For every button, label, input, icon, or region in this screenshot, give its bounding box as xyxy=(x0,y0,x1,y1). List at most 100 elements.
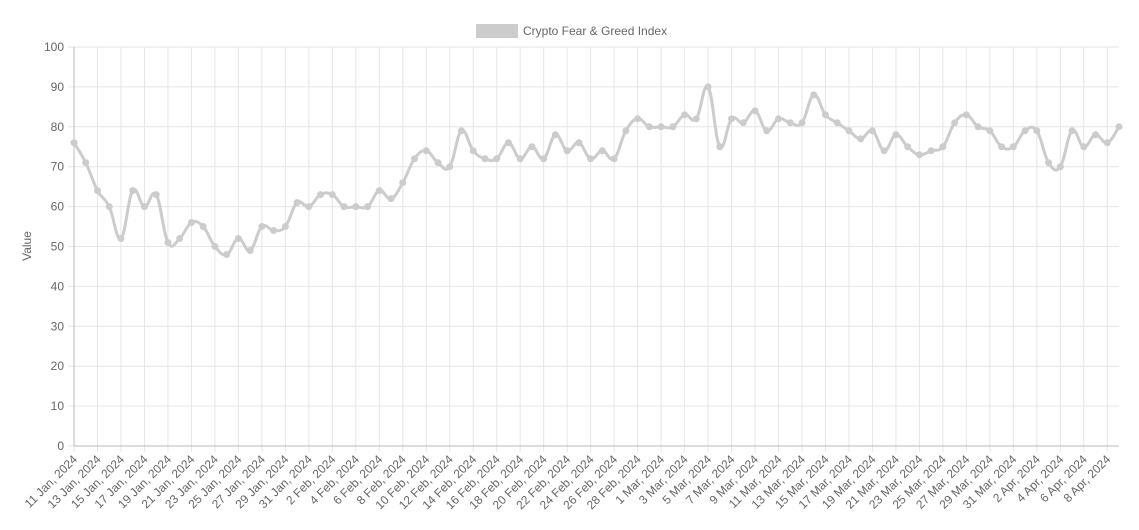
data-point[interactable] xyxy=(270,227,278,235)
data-point[interactable] xyxy=(716,143,724,151)
data-point[interactable] xyxy=(528,143,536,151)
data-point[interactable] xyxy=(634,115,642,123)
data-point[interactable] xyxy=(1021,127,1029,135)
y-tick-label: 10 xyxy=(51,399,65,413)
data-point[interactable] xyxy=(1033,127,1041,135)
data-point[interactable] xyxy=(469,147,477,155)
data-point[interactable] xyxy=(598,147,606,155)
data-point[interactable] xyxy=(105,203,113,211)
data-point[interactable] xyxy=(704,83,712,91)
series-layer xyxy=(70,83,1123,258)
data-point[interactable] xyxy=(258,223,266,231)
data-point[interactable] xyxy=(904,143,912,151)
data-point[interactable] xyxy=(728,115,736,123)
data-point[interactable] xyxy=(176,235,184,243)
data-point[interactable] xyxy=(986,127,994,135)
data-point[interactable] xyxy=(669,123,677,131)
data-point[interactable] xyxy=(974,123,982,131)
data-point[interactable] xyxy=(281,223,289,231)
data-point[interactable] xyxy=(939,143,947,151)
data-point[interactable] xyxy=(234,235,242,243)
data-point[interactable] xyxy=(810,91,818,99)
data-point[interactable] xyxy=(774,115,782,123)
data-point[interactable] xyxy=(411,155,419,163)
data-point[interactable] xyxy=(751,107,759,115)
data-point[interactable] xyxy=(93,187,101,195)
data-point[interactable] xyxy=(1056,163,1064,171)
data-point[interactable] xyxy=(833,119,841,127)
data-point[interactable] xyxy=(387,195,395,203)
data-point[interactable] xyxy=(211,243,219,250)
data-point[interactable] xyxy=(140,203,148,211)
data-point[interactable] xyxy=(563,147,571,155)
data-point[interactable] xyxy=(152,191,160,199)
data-point[interactable] xyxy=(199,223,207,231)
data-point[interactable] xyxy=(317,191,325,199)
data-point[interactable] xyxy=(880,147,888,155)
data-point[interactable] xyxy=(857,135,865,143)
data-point[interactable] xyxy=(821,111,829,119)
data-point[interactable] xyxy=(1009,143,1017,151)
data-point[interactable] xyxy=(328,191,336,199)
data-point[interactable] xyxy=(434,159,442,167)
data-point[interactable] xyxy=(1103,139,1111,147)
data-point[interactable] xyxy=(223,250,231,258)
data-point[interactable] xyxy=(293,199,301,207)
data-point[interactable] xyxy=(739,119,747,127)
data-point[interactable] xyxy=(246,246,254,254)
data-point[interactable] xyxy=(457,127,465,135)
data-point[interactable] xyxy=(540,155,548,163)
data-point[interactable] xyxy=(692,115,700,123)
data-point[interactable] xyxy=(845,127,853,135)
data-point[interactable] xyxy=(422,147,430,155)
data-point[interactable] xyxy=(1092,131,1100,139)
y-tick-label: 80 xyxy=(51,120,65,134)
data-point[interactable] xyxy=(915,151,923,159)
data-point[interactable] xyxy=(82,159,90,167)
data-point[interactable] xyxy=(786,119,794,127)
data-point[interactable] xyxy=(1068,127,1076,135)
data-point[interactable] xyxy=(493,155,501,163)
data-point[interactable] xyxy=(481,155,489,163)
data-point[interactable] xyxy=(375,187,383,195)
y-tick-label: 90 xyxy=(51,80,65,94)
data-point[interactable] xyxy=(868,127,876,135)
data-point[interactable] xyxy=(129,187,137,195)
data-point[interactable] xyxy=(951,119,959,127)
data-point[interactable] xyxy=(399,179,407,187)
data-point[interactable] xyxy=(1115,123,1123,131)
data-point[interactable] xyxy=(681,111,689,119)
data-point[interactable] xyxy=(1080,143,1088,151)
data-point[interactable] xyxy=(998,143,1006,151)
data-point[interactable] xyxy=(657,123,665,131)
data-point[interactable] xyxy=(70,139,78,147)
data-point[interactable] xyxy=(645,123,653,131)
data-point[interactable] xyxy=(610,155,618,163)
legend[interactable]: Crypto Fear & Greed Index xyxy=(476,24,667,38)
data-point[interactable] xyxy=(962,111,970,119)
legend-swatch[interactable] xyxy=(476,24,518,38)
data-point[interactable] xyxy=(187,219,195,227)
series-line xyxy=(72,84,1121,257)
legend-label[interactable]: Crypto Fear & Greed Index xyxy=(523,24,667,38)
data-point[interactable] xyxy=(798,119,806,127)
data-point[interactable] xyxy=(1045,159,1053,167)
data-point[interactable] xyxy=(305,203,313,211)
data-point[interactable] xyxy=(551,131,559,139)
data-point[interactable] xyxy=(352,203,360,211)
data-point[interactable] xyxy=(164,239,172,247)
data-point[interactable] xyxy=(364,203,372,211)
data-point[interactable] xyxy=(446,163,454,171)
data-point[interactable] xyxy=(516,155,524,163)
data-point[interactable] xyxy=(587,155,595,163)
data-point[interactable] xyxy=(622,127,630,135)
data-point[interactable] xyxy=(340,203,348,211)
data-point[interactable] xyxy=(504,139,512,147)
data-point[interactable] xyxy=(892,131,900,139)
y-tick-label: 30 xyxy=(51,319,65,333)
data-point[interactable] xyxy=(575,139,583,147)
data-point[interactable] xyxy=(763,127,771,135)
data-point[interactable] xyxy=(117,235,125,243)
data-point[interactable] xyxy=(927,147,935,155)
